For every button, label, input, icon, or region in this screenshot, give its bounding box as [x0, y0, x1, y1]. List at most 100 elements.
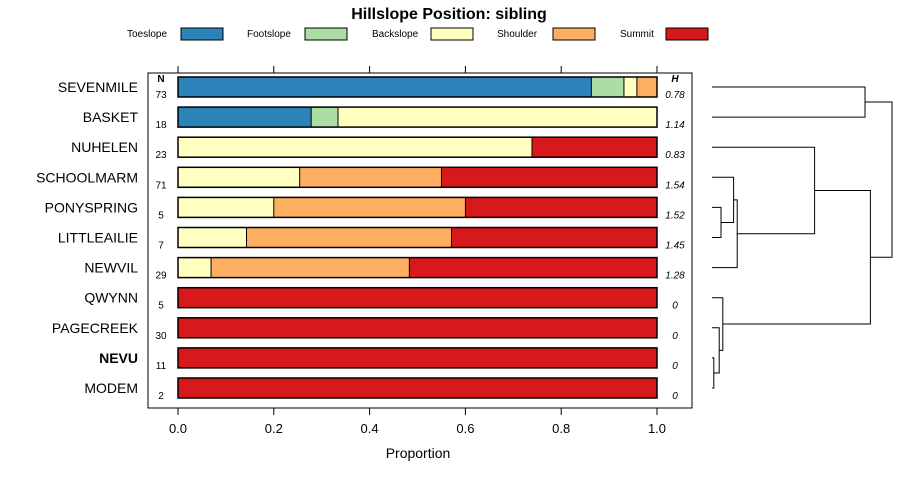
bar-segment-basket-toeslope — [178, 107, 312, 128]
row-label-sevenmile: SEVENMILE — [58, 79, 138, 95]
h-value-newvil: 1.28 — [665, 271, 685, 282]
h-value-littleailie: 1.45 — [665, 241, 685, 252]
bar-segment-schoolmarm-summit — [441, 167, 657, 188]
bar-segment-sevenmile-toeslope — [178, 77, 592, 97]
dendrogram-branch-9 — [865, 101, 893, 258]
row-qwynn: QWYNN 5 0 — [84, 286, 678, 312]
bar-outline-sevenmile — [177, 76, 658, 98]
n-column-header: N — [157, 74, 164, 85]
legend-label-footslope: Footslope — [247, 29, 291, 40]
x-tick-label-0-8: 0.8 — [552, 421, 570, 436]
row-label-nevu: NEVU — [99, 350, 138, 366]
bar-outline-ponyspring — [177, 196, 658, 219]
x-tick-label-0-4: 0.4 — [361, 421, 379, 436]
bar-segment-sevenmile-backslope — [623, 77, 637, 97]
h-column-header: H — [671, 74, 679, 85]
bar-outline-qwynn — [177, 286, 658, 309]
n-value-qwynn: 5 — [158, 301, 164, 312]
bar-segment-basket-footslope — [311, 107, 338, 128]
bar-outline-schoolmarm — [177, 166, 658, 189]
legend-label-shoulder: Shoulder — [497, 29, 538, 40]
dendrogram-branch-6 — [712, 297, 724, 351]
bar-segment-sevenmile-shoulder — [636, 77, 657, 97]
x-tick-label-0-0: 0.0 — [169, 421, 187, 436]
n-value-nevu: 11 — [156, 361, 167, 372]
bar-segment-ponyspring-shoulder — [273, 197, 466, 218]
bar-segment-littleailie-shoulder — [246, 227, 452, 248]
row-label-newvil: NEWVIL — [84, 260, 138, 276]
row-basket: BASKET 18 1.14 — [83, 106, 685, 131]
bar-outline-basket — [177, 106, 658, 128]
bar-segment-modem-summit — [178, 378, 657, 398]
row-sevenmile: SEVENMILE 73 0.78 — [58, 76, 685, 101]
legend-swatch-shoulder — [552, 27, 596, 41]
row-ponyspring: PONYSPRING 5 1.52 — [45, 196, 685, 221]
bar-outline-modem — [177, 377, 658, 399]
legend-swatch-summit — [665, 27, 709, 41]
row-label-ponyspring: PONYSPRING — [45, 199, 138, 215]
dendrogram-branch-0 — [712, 86, 866, 118]
bar-segment-nuhelen-backslope — [178, 137, 532, 158]
dendrogram — [712, 86, 893, 389]
dendrogram-branch-1 — [712, 206, 722, 238]
chart-title: Hillslope Position: sibling — [351, 6, 547, 23]
bar-segment-schoolmarm-shoulder — [299, 167, 442, 188]
n-value-nuhelen: 23 — [155, 150, 167, 161]
legend-swatch-backslope — [430, 27, 474, 41]
plot-frame — [147, 72, 693, 409]
row-label-schoolmarm: SCHOOLMARM — [36, 169, 138, 185]
n-value-pagecreek: 30 — [155, 331, 167, 342]
h-value-schoolmarm: 1.54 — [665, 180, 685, 191]
bar-segment-pagecreek-summit — [178, 317, 657, 338]
legend-label-summit: Summit — [620, 29, 654, 40]
row-label-littleailie: LITTLEAILIE — [58, 230, 138, 246]
bar-segment-ponyspring-summit — [465, 197, 657, 218]
bar-rows: SEVENMILE 73 0.78 BASKET 18 1.14 NUHELEN 23 0.83… — [36, 76, 685, 402]
x-tick-label-0-6: 0.6 — [456, 421, 474, 436]
n-value-ponyspring: 5 — [158, 210, 164, 221]
dendrogram-branch-2 — [712, 176, 735, 223]
bar-segment-schoolmarm-backslope — [178, 167, 300, 188]
bar-outline-pagecreek — [177, 317, 658, 339]
row-newvil: NEWVIL 29 1.28 — [84, 256, 685, 282]
dendrogram-branch-7 — [712, 146, 816, 235]
dendrogram-branch-5 — [712, 327, 720, 374]
row-nuhelen: NUHELEN 23 0.83 — [71, 136, 685, 161]
x-tick-label-0-2: 0.2 — [265, 421, 283, 436]
legend-label-toeslope: Toeslope — [127, 29, 167, 40]
bar-segment-newvil-shoulder — [211, 257, 410, 278]
h-value-modem: 0 — [672, 391, 678, 402]
h-value-nevu: 0 — [672, 361, 678, 372]
legend-swatch-footslope — [304, 27, 348, 41]
legend: Toeslope Footslope Backslope Shoulder Summit — [127, 27, 709, 41]
bar-outline-nevu — [177, 347, 658, 369]
h-value-pagecreek: 0 — [672, 331, 678, 342]
legend-label-backslope: Backslope — [372, 29, 419, 40]
x-axis-label: Proportion — [386, 445, 451, 461]
h-value-sevenmile: 0.78 — [665, 90, 685, 101]
bar-segment-littleailie-backslope — [178, 227, 247, 248]
row-label-modem: MODEM — [84, 380, 138, 396]
top-axis-ticks — [177, 66, 658, 73]
row-label-basket: BASKET — [83, 109, 139, 125]
n-value-sevenmile: 73 — [155, 90, 167, 101]
h-value-qwynn: 0 — [672, 301, 678, 312]
bar-segment-nuhelen-summit — [531, 137, 657, 158]
row-modem: MODEM 2 0 — [84, 377, 678, 402]
bar-segment-qwynn-summit — [178, 287, 657, 308]
row-nevu: NEVU 11 0 — [99, 347, 678, 372]
x-axis: 0.0 0.2 0.4 0.6 0.8 1.0 — [169, 408, 666, 436]
bar-segment-sevenmile-footslope — [591, 77, 624, 97]
n-value-littleailie: 7 — [158, 241, 164, 252]
row-littleailie: LITTLEAILIE 7 1.45 — [58, 226, 685, 252]
bar-segment-ponyspring-backslope — [178, 197, 274, 218]
dendrogram-branch-4 — [712, 357, 715, 389]
bar-segment-newvil-backslope — [178, 257, 212, 278]
bar-segment-littleailie-summit — [451, 227, 657, 248]
n-value-newvil: 29 — [155, 271, 167, 282]
h-value-basket: 1.14 — [665, 120, 685, 131]
h-value-ponyspring: 1.52 — [665, 210, 685, 221]
h-value-nuhelen: 0.83 — [665, 150, 685, 161]
